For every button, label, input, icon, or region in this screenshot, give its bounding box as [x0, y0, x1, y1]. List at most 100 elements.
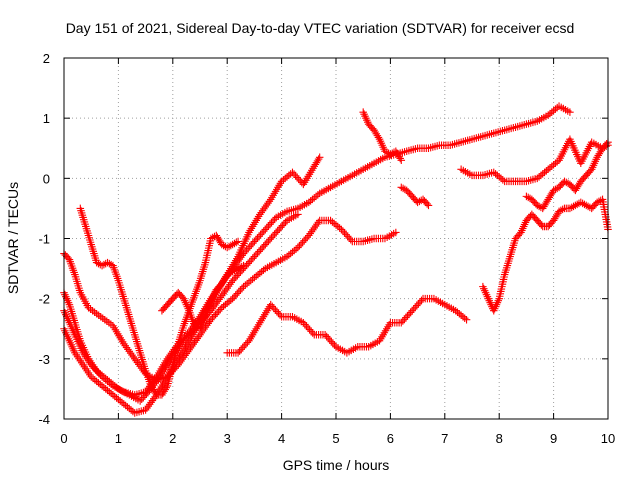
data-point — [581, 173, 589, 181]
data-point — [528, 210, 536, 219]
data-point — [420, 197, 429, 205]
x-axis-label: GPS time / hours — [283, 457, 390, 473]
x-tick-label: 0 — [60, 431, 67, 446]
data-point — [462, 315, 471, 324]
y-tick-label: -2 — [38, 292, 50, 307]
data-point — [364, 120, 373, 128]
series-8 — [397, 183, 433, 210]
data-point — [407, 191, 415, 199]
data-point — [587, 204, 596, 213]
chart-title: Day 151 of 2021, Sidereal Day-to-day VTE… — [66, 20, 575, 36]
x-tick-label: 5 — [332, 431, 339, 446]
y-tick-label: -3 — [38, 352, 50, 367]
data-point — [170, 293, 178, 301]
series-2 — [60, 102, 574, 399]
data-point — [177, 291, 185, 300]
x-tick-label: 1 — [115, 431, 122, 446]
data-point — [530, 198, 539, 207]
data-point — [579, 174, 588, 183]
data-point — [602, 139, 611, 148]
data-point — [529, 212, 537, 220]
data-point — [513, 233, 521, 241]
data-point — [163, 300, 172, 309]
data-point — [568, 183, 577, 192]
data-point — [234, 237, 242, 246]
data-point — [162, 302, 170, 310]
data-point — [174, 288, 182, 297]
data-point — [582, 171, 590, 180]
series-11 — [522, 138, 612, 213]
data-point — [601, 141, 610, 149]
series-4 — [76, 204, 242, 399]
data-point — [544, 222, 552, 231]
series-9 — [457, 135, 612, 186]
data-point — [532, 215, 540, 223]
series-3 — [60, 216, 400, 384]
data-point — [159, 305, 168, 313]
data-point — [294, 210, 302, 219]
data-point — [598, 144, 607, 152]
data-point — [158, 306, 166, 315]
data-point — [511, 234, 520, 243]
grid — [64, 58, 608, 419]
x-tick-label: 2 — [169, 431, 176, 446]
data-point — [61, 251, 70, 259]
data-point — [397, 156, 406, 165]
series-5 — [158, 261, 248, 333]
data-point — [404, 188, 412, 196]
data-point — [545, 221, 554, 229]
data-point — [600, 142, 608, 151]
data-point — [534, 218, 543, 226]
tick-labels: 0 1 2 3 4 5 6 7 8 9 10 -4 -3 -2 -1 0 1 2 — [38, 51, 615, 446]
series-1 — [60, 153, 324, 405]
x-tick-label: 10 — [601, 431, 615, 446]
data-point — [537, 221, 546, 229]
data-point — [409, 194, 418, 202]
data-point — [558, 180, 566, 189]
series-10 — [479, 195, 612, 315]
data-point — [419, 195, 427, 204]
data-point — [424, 201, 433, 210]
data-point — [556, 182, 565, 190]
data-point — [164, 299, 173, 307]
x-tick-label: 4 — [278, 431, 285, 446]
data-point — [577, 177, 585, 186]
data-point — [423, 200, 431, 208]
data-point — [62, 252, 71, 261]
data-point — [555, 183, 563, 192]
data-point — [529, 197, 537, 205]
data-point — [212, 285, 221, 294]
data-point — [566, 180, 574, 189]
data-point — [514, 231, 522, 240]
x-tick-label: 7 — [441, 431, 448, 446]
data-point — [239, 261, 248, 270]
data-point — [547, 219, 555, 228]
data-point — [422, 198, 430, 207]
data-point — [530, 213, 539, 222]
y-axis-label: SDTVAR / TECUs — [5, 182, 21, 294]
plot-frame — [63, 57, 609, 420]
data-point — [315, 153, 324, 162]
x-tick-label: 3 — [224, 431, 231, 446]
data-points — [60, 102, 612, 417]
data-point — [167, 296, 176, 304]
data-point — [590, 201, 599, 210]
series-7 — [359, 108, 406, 165]
data-point — [402, 186, 411, 195]
data-point — [528, 195, 536, 204]
x-tick-label: 6 — [387, 431, 394, 446]
data-point — [213, 284, 222, 292]
data-point — [215, 282, 223, 291]
x-tick-label: 8 — [496, 431, 503, 446]
series-6 — [223, 294, 471, 357]
data-point — [522, 216, 531, 225]
data-point — [175, 290, 184, 298]
data-point — [583, 170, 592, 178]
y-tick-label: 1 — [43, 111, 50, 126]
data-point — [585, 168, 593, 177]
data-point — [589, 203, 597, 211]
x-tick-label: 9 — [550, 431, 557, 446]
data-point — [405, 189, 414, 198]
data-point — [578, 176, 586, 184]
